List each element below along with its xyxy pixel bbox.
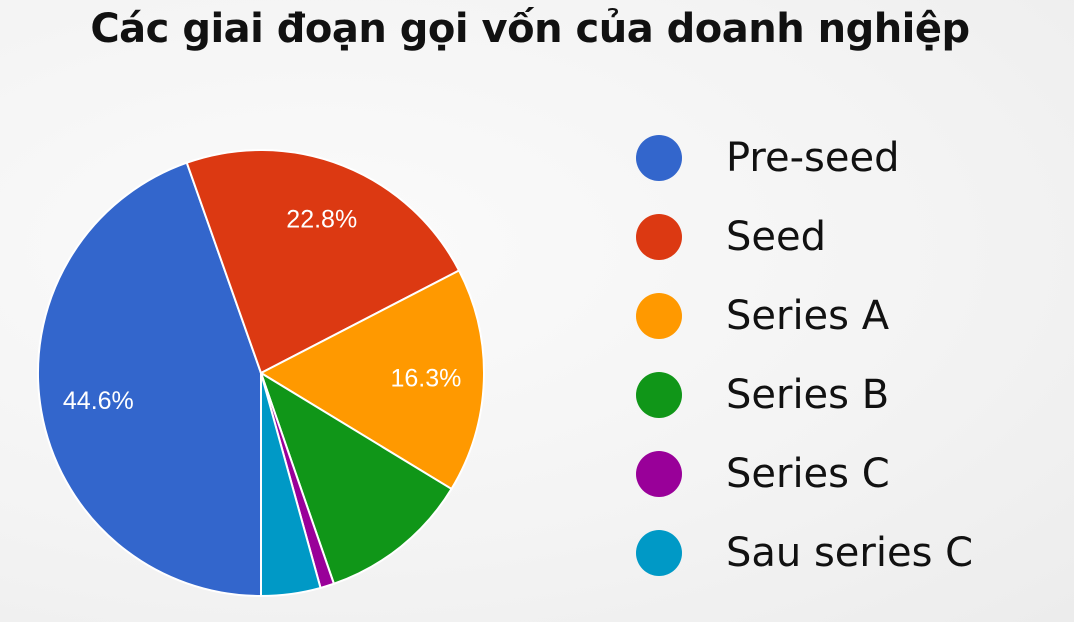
pie-slice-series-b (260, 372, 453, 585)
legend-swatch-seed (636, 213, 682, 260)
pie-slice-pre-seed (37, 161, 262, 597)
legend-item-seed: Seed (636, 197, 973, 276)
pie-value-label-pre-seed: 44.6% (63, 387, 134, 415)
legend-swatch-sau-series-c (636, 529, 682, 576)
legend-swatch-series-a (636, 292, 682, 339)
chart-title: Các giai đoạn gọi vốn của doanh nghiệp (90, 6, 970, 52)
legend-item-series-b: Series B (636, 355, 973, 434)
legend-item-pre-seed: Pre-seed (636, 118, 973, 197)
legend: Pre-seed Seed Series A Series B Series C Sau … (636, 118, 973, 592)
pie-value-label-series-a: 16.3% (390, 365, 461, 393)
legend-label-sau-series-c: Sau series C (726, 529, 974, 576)
legend-swatch-series-b (636, 371, 682, 418)
legend-label-series-c: Series C (726, 450, 890, 497)
legend-label-pre-seed: Pre-seed (726, 134, 900, 181)
pie-slice-sau-series-c (260, 372, 322, 597)
legend-item-series-c: Series C (636, 434, 973, 513)
pie-slice-series-a (260, 269, 485, 490)
legend-label-seed: Seed (726, 213, 826, 260)
pie-value-labels: 44.6% 22.8% 16.3% (63, 206, 461, 415)
legend-item-series-a: Series A (636, 276, 973, 355)
legend-item-sau-series-c: Sau series C (636, 513, 973, 592)
pie-slices (37, 149, 485, 597)
legend-swatch-pre-seed (636, 134, 682, 181)
legend-label-series-b: Series B (726, 371, 890, 418)
legend-label-series-a: Series A (726, 292, 890, 339)
pie-slice-seed (185, 149, 461, 374)
pie-value-label-seed: 22.8% (286, 206, 357, 234)
legend-swatch-series-c (636, 450, 682, 497)
